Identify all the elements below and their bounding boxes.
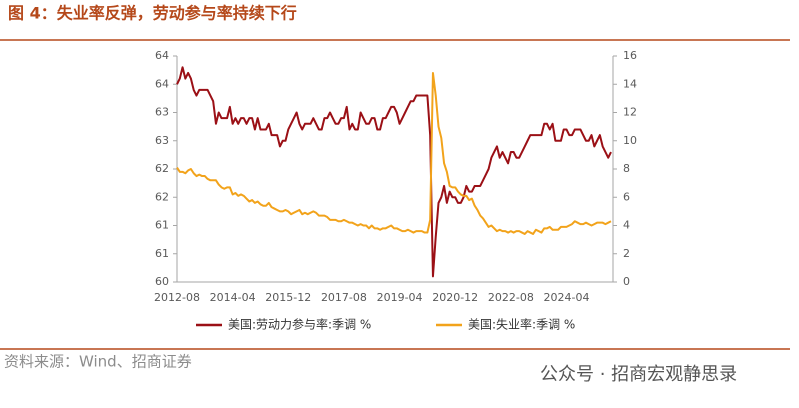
x-tick-label: 2017-08 — [321, 291, 367, 304]
y-tick-label: 62 — [155, 162, 169, 175]
source-note: 资料来源：Wind、招商证券 — [4, 353, 192, 371]
y2-tick-label: 10 — [623, 134, 637, 147]
y-tick-label: 64 — [155, 49, 169, 62]
y2-tick-label: 12 — [623, 106, 637, 119]
x-tick-label: 2024-04 — [544, 291, 590, 304]
x-tick-label: 2014-04 — [210, 291, 256, 304]
y-tick-label: 62 — [155, 190, 169, 203]
chart-title: 图 4：失业率反弹，劳动参与率持续下行 — [8, 4, 297, 23]
legend-label: 美国:失业率:季调 % — [468, 317, 575, 332]
y-tick-label: 64 — [155, 77, 169, 90]
series-line — [176, 71, 612, 235]
y-tick-label: 63 — [155, 106, 169, 119]
y2-tick-label: 14 — [623, 77, 637, 90]
y2-tick-label: 6 — [623, 190, 630, 203]
x-tick-label: 2019-04 — [377, 291, 423, 304]
watermark: 公众号 · 招商宏观静思录 — [540, 364, 737, 385]
x-tick-label: 2022-08 — [488, 291, 534, 304]
x-tick-label: 2015-12 — [265, 291, 311, 304]
y-tick-label: 61 — [155, 247, 169, 260]
y-tick-label: 60 — [155, 275, 169, 288]
x-tick-label: 2020-12 — [432, 291, 478, 304]
y2-tick-label: 4 — [623, 219, 630, 232]
legend-label: 美国:劳动力参与率:季调 % — [228, 317, 371, 332]
y2-tick-label: 2 — [623, 247, 630, 260]
y-tick-label: 61 — [155, 219, 169, 232]
series-line — [176, 66, 612, 278]
y2-tick-label: 0 — [623, 275, 630, 288]
y2-tick-label: 16 — [623, 49, 637, 62]
y-tick-label: 63 — [155, 134, 169, 147]
y2-tick-label: 8 — [623, 162, 630, 175]
plot-area: 60 61 61 62 62 63 63 64 64 0 2 4 6 8 10 12 14 16 2012-08 20… — [154, 49, 637, 332]
x-tick-label: 2012-08 — [154, 291, 200, 304]
